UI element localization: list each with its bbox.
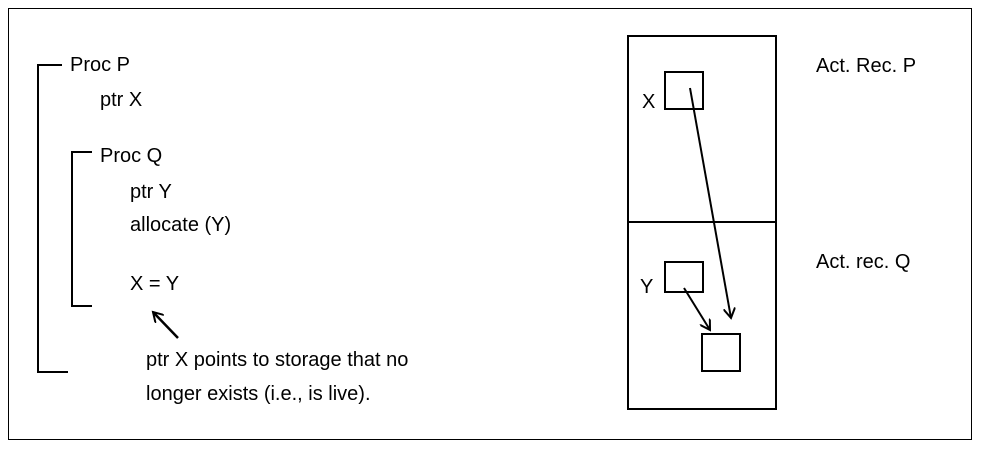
label-act-rec-q: Act. rec. Q [816,251,911,273]
code-assign: X = Y [130,273,180,295]
pointer-x-arrow [689,87,731,318]
cell-y [664,261,704,293]
code-ptr-y: ptr Y [130,181,172,203]
scope-bracket-q [71,151,92,307]
code-proc-p: Proc P [70,54,131,76]
annotation-arrow [153,312,179,339]
scope-bracket-p [37,64,68,373]
code-proc-q: Proc Q [100,145,163,167]
note-line-1: ptr X points to storage that no [146,349,409,371]
code-ptr-x: ptr X [100,89,143,111]
figure-frame [8,8,972,440]
cell-x [664,71,704,110]
pointer-y-arrow [683,287,710,330]
label-act-rec-p: Act. Rec. P [816,55,917,77]
label-x: X [642,91,656,113]
note-line-2: longer exists (i.e., is live). [146,383,371,405]
cell-allocated [701,333,741,372]
code-allocate: allocate (Y) [130,214,232,236]
label-y: Y [640,276,654,298]
